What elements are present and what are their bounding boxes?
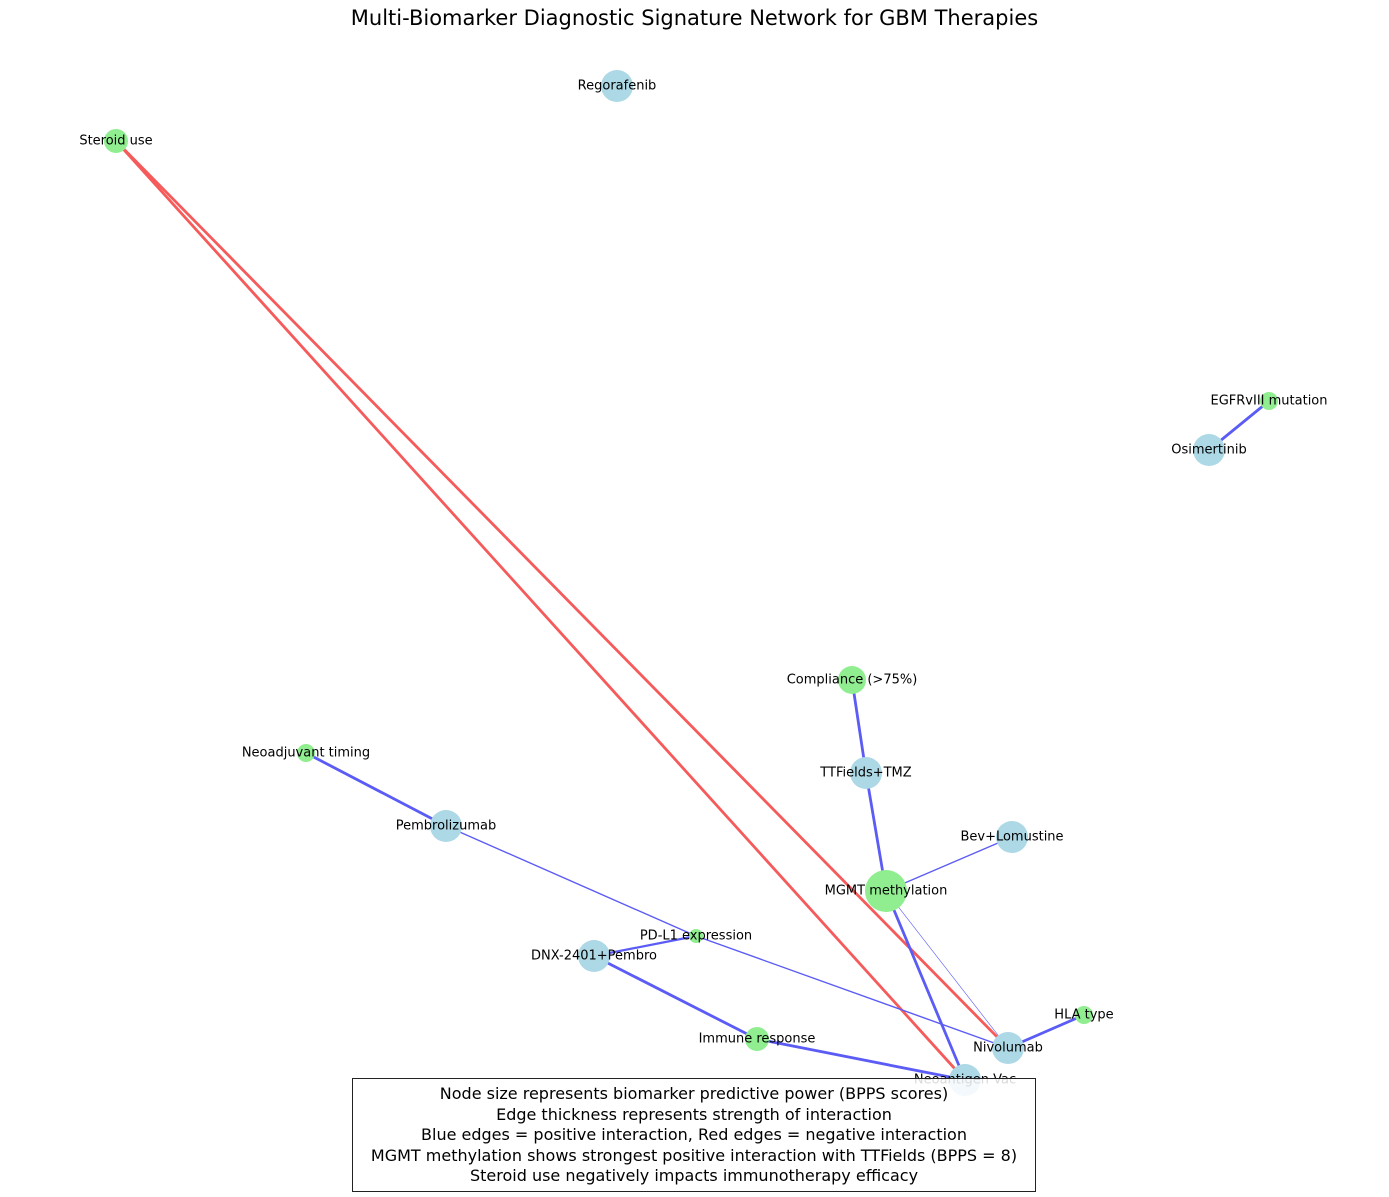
edge-immune-neoantigen (755, 1037, 967, 1082)
nodes-layer (104, 70, 1278, 1096)
node-dnx (578, 940, 610, 972)
edge-steroid-neoantigen (114, 139, 967, 1082)
node-hla (1075, 1006, 1093, 1024)
legend-line: Node size represents biomarker predictiv… (439, 1084, 949, 1103)
node-steroid (104, 129, 128, 153)
node-label-immune: Immune response (699, 1032, 816, 1047)
legend-line: Blue edges = positive interaction, Red e… (421, 1125, 967, 1144)
node-bevlomustine (996, 821, 1028, 853)
node-pdl1 (689, 929, 703, 943)
edge-pdl1-dnx (592, 934, 698, 958)
edge-steroid-nivolumab (114, 139, 1010, 1050)
node-label-steroid: Steroid use (79, 134, 152, 149)
edges-layer (114, 139, 1271, 1082)
node-ttfields (850, 757, 882, 789)
labels-layer: Regorafenib Steroid use EGFRvIII mutation O… (79, 79, 1327, 1088)
edge-pdl1-nivolumab (695, 935, 1009, 1049)
legend-box: Node size represents biomarker predictiv… (352, 1078, 1036, 1192)
legend-line: Steroid use negatively impacts immunothe… (469, 1166, 919, 1185)
edge-mgmt-neoantigen (884, 889, 967, 1082)
edge-neoadjuvant-pembrolizumab (304, 751, 448, 828)
node-neoadjuvant (297, 744, 315, 762)
node-label-dnx: DNX-2401+Pembro (531, 949, 657, 964)
node-label-regorafenib: Regorafenib (578, 79, 657, 94)
node-nivolumab (992, 1032, 1024, 1064)
node-label-hla: HLA type (1054, 1008, 1113, 1023)
edge-pembrolizumab-pdl1 (445, 825, 697, 937)
page-title: Multi-Biomarker Diagnostic Signature Net… (350, 6, 1039, 30)
node-osimertinib (1193, 434, 1225, 466)
node-label-ttfields: TTFields+TMZ (819, 766, 911, 781)
node-label-compliance: Compliance (>75%) (787, 673, 918, 688)
node-mgmt (865, 870, 907, 912)
node-immune (745, 1027, 769, 1051)
node-pembrolizumab (430, 810, 462, 842)
node-label-pembrolizumab: Pembrolizumab (396, 819, 496, 834)
edge-mgmt-nivolumab (885, 890, 1009, 1049)
node-label-bevlomustine: Bev+Lomustine (960, 830, 1063, 845)
edge-dnx-immune (592, 954, 759, 1041)
node-label-mgmt: MGMT methylation (825, 884, 948, 899)
node-label-nivolumab: Nivolumab (973, 1041, 1043, 1056)
node-label-osimertinib: Osimertinib (1171, 443, 1246, 458)
node-egfr (1260, 392, 1278, 410)
node-label-egfr: EGFRvIII mutation (1211, 394, 1328, 409)
node-label-neoadjuvant: Neoadjuvant timing (242, 746, 370, 761)
node-regorafenib (601, 70, 633, 102)
legend-line: MGMT methylation shows strongest positiv… (370, 1145, 1018, 1165)
edge-mgmt-bevlomustine (885, 836, 1013, 892)
node-label-pdl1: PD-L1 expression (640, 929, 752, 944)
node-compliance (838, 666, 866, 694)
legend-line: Edge thickness represents strength of in… (496, 1104, 892, 1124)
